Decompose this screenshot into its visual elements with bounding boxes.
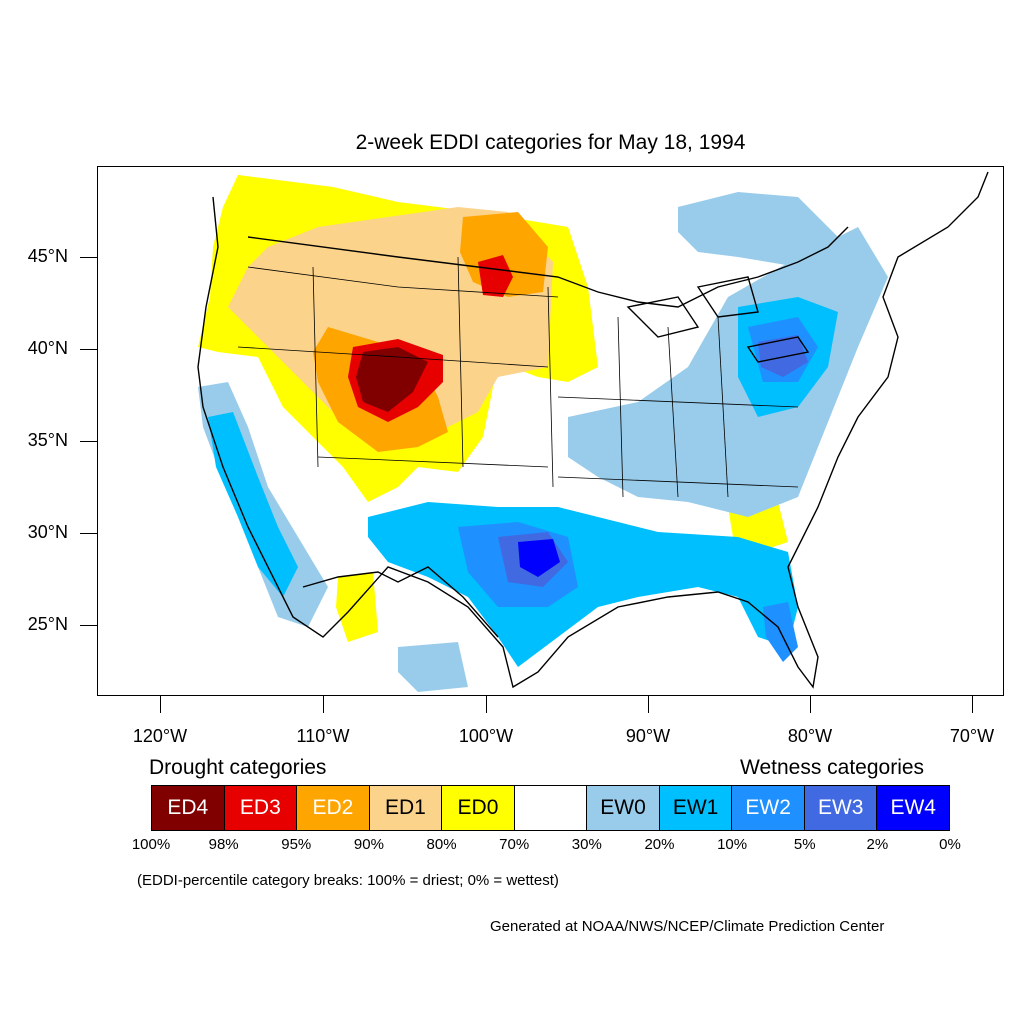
canada-border (247, 226, 849, 308)
percent-break-label: 95% (281, 836, 312, 853)
lon-tick (972, 696, 973, 713)
region-ed0-mexico (336, 572, 378, 642)
lat-tick (80, 349, 97, 350)
us-outline (197, 171, 989, 689)
legend-box-ed4: ED4 (152, 786, 225, 830)
percent-break-label: 20% (644, 836, 675, 853)
percent-break-label: 100% (131, 836, 171, 853)
lon-label: 110°W (296, 726, 350, 746)
lat-label: 30°N (27, 522, 68, 542)
lon-label: 120°W (132, 726, 188, 746)
legend-box-ew1: EW1 (659, 786, 733, 830)
lon-tick (323, 696, 324, 713)
map-title: 2-week EDDI categories for May 18, 1994 (355, 131, 746, 154)
legend-box-ew4: EW4 (877, 786, 950, 830)
region-ed3-north-dakota (478, 255, 513, 297)
lon-tick (486, 696, 487, 713)
category-legend: ED4 ED3 ED2 ED1 ED0 EW0 EW1 EW2 EW3 EW4 (151, 785, 950, 831)
drought-heading: Drought categories (149, 756, 327, 779)
percent-break-label: 98% (208, 836, 239, 853)
lat-label: 35°N (27, 430, 68, 450)
lat-tick (80, 533, 97, 534)
great-lakes (626, 276, 810, 363)
percent-break-label: 90% (353, 836, 384, 853)
region-ew0-canada (678, 192, 838, 267)
lat-tick (80, 441, 97, 442)
lon-label: 90°W (625, 726, 671, 746)
legend-box-ed0: ED0 (442, 786, 515, 830)
eddi-map (197, 171, 989, 692)
legend-box-ed1: ED1 (369, 786, 443, 830)
credit-line: Generated at NOAA/NWS/NCEP/Climate Predi… (490, 918, 885, 935)
lat-tick (80, 257, 97, 258)
lon-tick (648, 696, 649, 713)
region-ew1-west-coast (208, 412, 298, 597)
lon-label: 100°W (458, 726, 514, 746)
percent-break-label: 10% (717, 836, 748, 853)
wetness-regions (198, 192, 888, 692)
breaks-note: (EDDI-percentile category breaks: 100% =… (137, 872, 559, 889)
state-lines (237, 256, 799, 498)
region-ew0-east (568, 227, 888, 517)
lat-label: 25°N (27, 614, 68, 634)
drought-regions (198, 175, 788, 642)
lon-label: 80°W (787, 726, 833, 746)
region-ew4-texas (518, 539, 560, 577)
wetness-heading: Wetness categories (740, 756, 925, 779)
map-panel (97, 166, 1004, 696)
legend-box-neutral (514, 786, 588, 830)
percent-break-label: 5% (793, 836, 816, 853)
legend-box-ed2: ED2 (297, 786, 370, 830)
legend-box-ew0: EW0 (587, 786, 660, 830)
lat-label: 40°N (27, 338, 68, 358)
legend-box-ew3: EW3 (804, 786, 878, 830)
legend-box-ew2: EW2 (732, 786, 805, 830)
lon-label: 70°W (949, 726, 995, 746)
percent-break-label: 80% (426, 836, 457, 853)
legend-box-ed3: ED3 (224, 786, 298, 830)
mexico-border (302, 566, 499, 638)
percent-break-label: 70% (499, 836, 530, 853)
region-ew3-new-york (758, 335, 808, 377)
percent-break-label: 2% (866, 836, 889, 853)
lon-tick (810, 696, 811, 713)
lon-tick (160, 696, 161, 713)
boundaries (197, 171, 989, 689)
region-ed4-colorado (356, 347, 428, 412)
percent-break-label: 0% (939, 836, 961, 853)
lat-tick (80, 625, 97, 626)
region-ew1-gulf-mexico (398, 642, 468, 692)
lat-label: 45°N (27, 246, 68, 266)
percent-break-label: 30% (571, 836, 602, 853)
